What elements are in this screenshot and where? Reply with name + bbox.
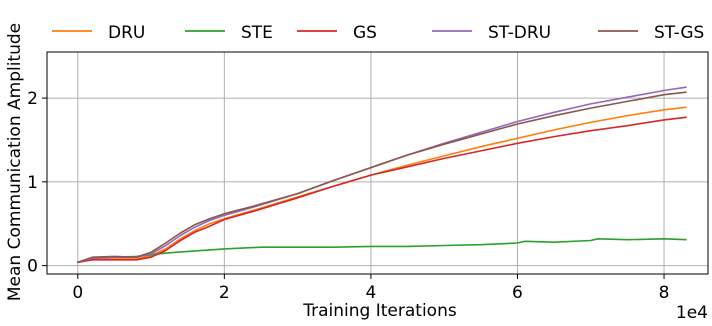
x-tick-label: 0 — [72, 283, 83, 303]
x-axis-label: Training Iterations — [302, 301, 457, 321]
y-tick-label: 1 — [27, 173, 38, 193]
y-axis-label: Mean Communication Amplitude — [5, 23, 25, 301]
series-lines — [77, 86, 687, 264]
series-line-st-dru — [77, 86, 687, 264]
legend-label: STE — [241, 23, 273, 43]
plot-frame — [46, 51, 709, 275]
legend-item-ste: STE — [185, 23, 273, 43]
x-tick-label: 2 — [219, 283, 230, 303]
legend-label: ST-DRU — [488, 23, 551, 43]
x-tick-label: 4 — [365, 283, 376, 303]
axis-ticks: 0 2 4 6 8 0 1 2 — [27, 89, 669, 303]
y-tick-label: 2 — [27, 89, 38, 109]
y-tick-label: 0 — [27, 257, 38, 277]
legend-item-gs: GS — [297, 23, 377, 43]
series-line-gs — [77, 116, 687, 264]
legend-label: DRU — [108, 23, 145, 43]
x-axis-offset-label: 1e4 — [676, 303, 708, 323]
grid — [47, 52, 708, 274]
legend: DRU STE GS ST-DRU ST-GS — [52, 23, 704, 43]
legend-item-st-gs: ST-GS — [598, 23, 704, 43]
series-line-st-gs — [77, 91, 687, 264]
x-tick-label: 6 — [512, 283, 523, 303]
x-tick-label: 8 — [659, 283, 670, 303]
legend-label: GS — [353, 23, 377, 43]
legend-item-st-dru: ST-DRU — [432, 23, 551, 43]
series-line-dru — [77, 106, 687, 264]
legend-item-dru: DRU — [52, 23, 145, 43]
legend-label: ST-GS — [654, 23, 704, 43]
